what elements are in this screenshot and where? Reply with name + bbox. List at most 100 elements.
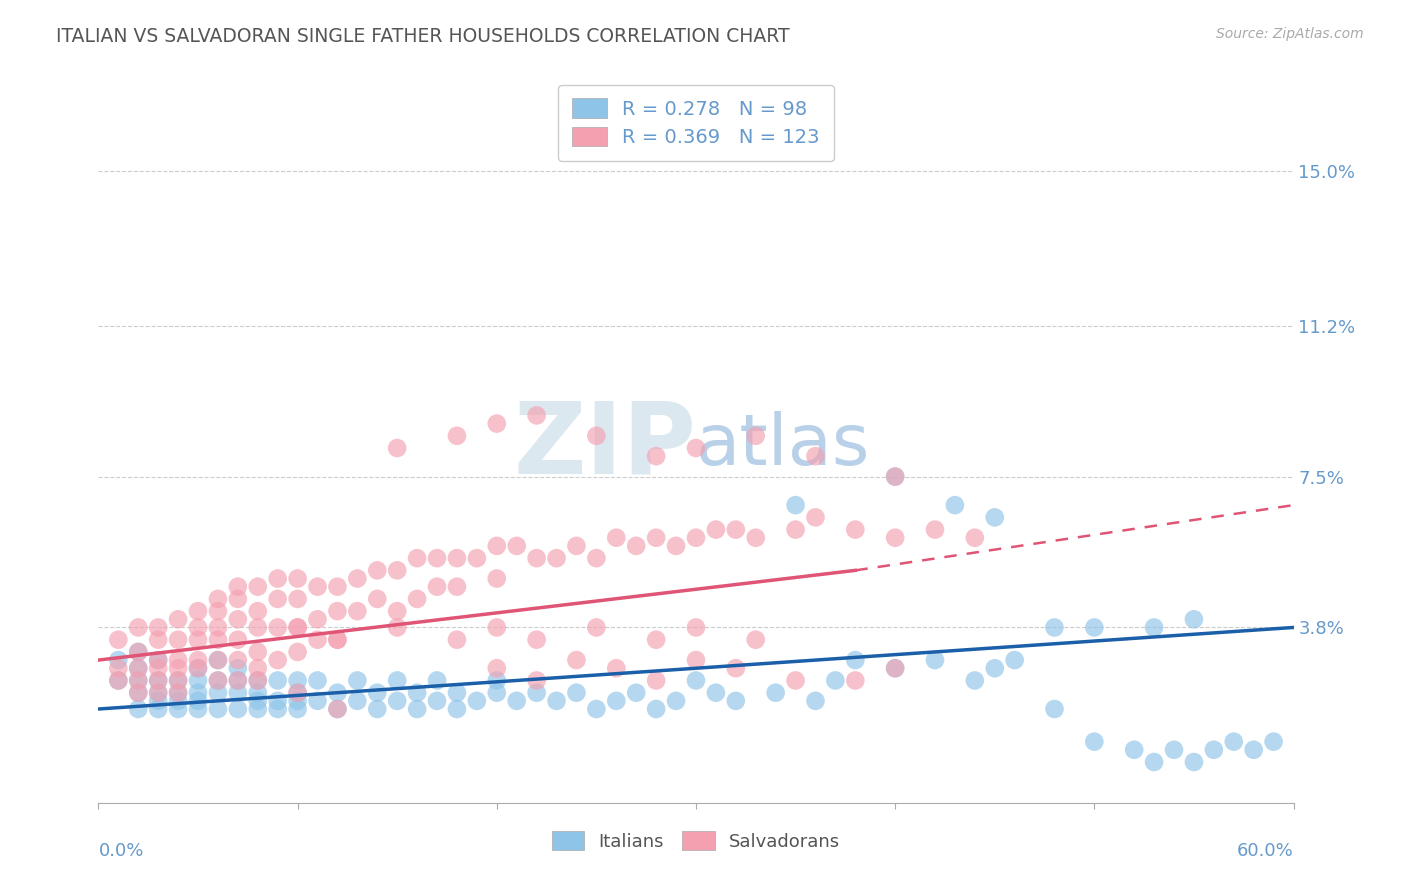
- Point: [148, 653, 170, 667]
- Point: [226, 661, 249, 675]
- Point: [207, 653, 229, 667]
- Point: [585, 620, 607, 634]
- Point: [127, 686, 149, 700]
- Point: [366, 591, 388, 606]
- Point: [226, 612, 249, 626]
- Point: [1182, 612, 1205, 626]
- Point: [385, 604, 409, 618]
- Point: [465, 551, 488, 566]
- Point: [326, 686, 349, 700]
- Point: [546, 551, 568, 566]
- Point: [406, 702, 429, 716]
- Point: [1182, 755, 1205, 769]
- Point: [1043, 702, 1066, 716]
- Point: [246, 620, 269, 634]
- Point: [287, 673, 309, 688]
- Point: [943, 498, 966, 512]
- Point: [246, 673, 269, 688]
- Point: [924, 653, 946, 667]
- Point: [267, 620, 290, 634]
- Point: [1202, 743, 1225, 757]
- Point: [844, 653, 866, 667]
- Point: [1243, 743, 1265, 757]
- Point: [884, 469, 907, 483]
- Point: [485, 661, 508, 675]
- Point: [246, 580, 269, 594]
- Point: [346, 694, 368, 708]
- Point: [148, 661, 170, 675]
- Point: [785, 498, 807, 512]
- Point: [326, 604, 349, 618]
- Point: [526, 632, 548, 647]
- Point: [506, 694, 529, 708]
- Point: [207, 673, 229, 688]
- Point: [207, 702, 229, 716]
- Text: 0.0%: 0.0%: [98, 842, 143, 860]
- Point: [187, 661, 209, 675]
- Point: [765, 686, 787, 700]
- Point: [366, 563, 388, 577]
- Point: [346, 673, 368, 688]
- Point: [605, 661, 627, 675]
- Point: [267, 673, 290, 688]
- Point: [465, 694, 488, 708]
- Point: [1223, 734, 1246, 748]
- Point: [207, 591, 229, 606]
- Point: [127, 661, 149, 675]
- Point: [426, 673, 449, 688]
- Point: [1043, 620, 1066, 634]
- Point: [246, 694, 269, 708]
- Point: [385, 694, 409, 708]
- Point: [167, 673, 190, 688]
- Point: [485, 686, 508, 700]
- Point: [326, 580, 349, 594]
- Point: [246, 702, 269, 716]
- Point: [307, 694, 329, 708]
- Point: [1004, 653, 1026, 667]
- Point: [1143, 755, 1166, 769]
- Point: [426, 551, 449, 566]
- Point: [187, 686, 209, 700]
- Point: [406, 591, 429, 606]
- Point: [963, 673, 986, 688]
- Point: [565, 539, 588, 553]
- Point: [226, 686, 249, 700]
- Point: [1143, 620, 1166, 634]
- Point: [485, 417, 508, 431]
- Point: [724, 523, 747, 537]
- Point: [326, 702, 349, 716]
- Point: [385, 563, 409, 577]
- Point: [287, 694, 309, 708]
- Point: [924, 523, 946, 537]
- Point: [167, 632, 190, 647]
- Point: [226, 673, 249, 688]
- Point: [984, 510, 1007, 524]
- Point: [207, 604, 229, 618]
- Point: [704, 686, 727, 700]
- Point: [585, 702, 607, 716]
- Point: [246, 645, 269, 659]
- Point: [226, 702, 249, 716]
- Point: [446, 551, 468, 566]
- Point: [724, 661, 747, 675]
- Point: [884, 661, 907, 675]
- Point: [148, 673, 170, 688]
- Point: [107, 673, 129, 688]
- Point: [287, 686, 309, 700]
- Point: [148, 686, 170, 700]
- Point: [785, 523, 807, 537]
- Point: [326, 702, 349, 716]
- Point: [167, 694, 190, 708]
- Point: [187, 620, 209, 634]
- Point: [844, 673, 866, 688]
- Point: [585, 429, 607, 443]
- Point: [804, 694, 827, 708]
- Point: [1083, 620, 1105, 634]
- Point: [745, 429, 768, 443]
- Point: [406, 686, 429, 700]
- Point: [187, 702, 209, 716]
- Point: [446, 702, 468, 716]
- Point: [366, 686, 388, 700]
- Point: [127, 645, 149, 659]
- Text: ITALIAN VS SALVADORAN SINGLE FATHER HOUSEHOLDS CORRELATION CHART: ITALIAN VS SALVADORAN SINGLE FATHER HOUS…: [56, 27, 790, 45]
